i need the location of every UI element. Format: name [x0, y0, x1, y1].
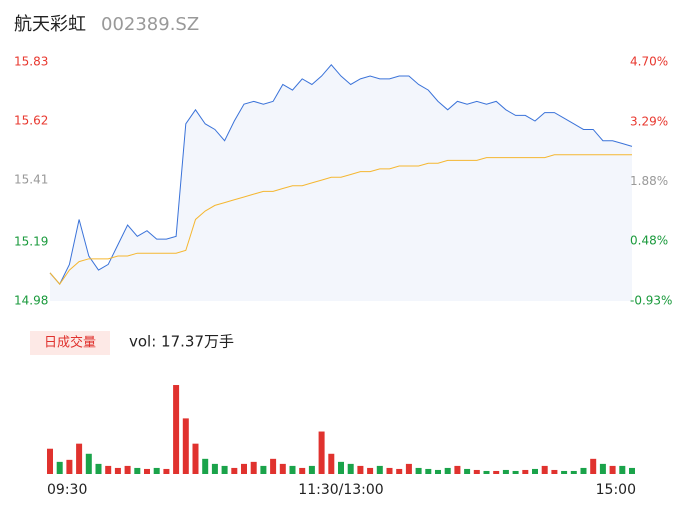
- volume-bar: [328, 453, 335, 474]
- stock-code: 002389.SZ: [101, 14, 199, 35]
- volume-bar: [260, 465, 267, 474]
- volume-bar: [182, 418, 189, 474]
- volume-bar: [512, 470, 519, 474]
- series-line: [49, 154, 632, 285]
- volume-bar: [444, 467, 451, 474]
- volume-bar: [580, 467, 587, 474]
- volume-bar: [202, 458, 209, 474]
- volume-bar: [192, 443, 199, 474]
- price-area: [50, 64, 632, 301]
- legend-label[interactable]: 日成交量: [44, 335, 96, 351]
- volume-bar: [532, 468, 538, 474]
- volume-bar: [270, 458, 277, 474]
- volume-bar: [357, 465, 364, 474]
- volume-bar: [522, 469, 529, 474]
- volume-bar: [551, 469, 558, 474]
- x-tick-label: 15:00: [596, 482, 636, 498]
- volume-bar: [308, 465, 315, 474]
- series-line: [49, 64, 633, 286]
- volume-bar: [163, 468, 170, 474]
- volume-bar: [493, 470, 500, 474]
- volume-bar: [173, 385, 180, 474]
- volume-bar: [619, 465, 626, 474]
- y-tick-label: 15.19: [14, 234, 48, 248]
- volume-bar: [85, 453, 92, 474]
- volume-bar: [502, 469, 509, 474]
- volume-bar: [105, 465, 112, 474]
- volume-bar: [124, 465, 131, 474]
- volume-bar: [561, 470, 568, 474]
- y2-tick-label: 4.70%: [630, 55, 668, 69]
- y2-tick-label: -0.93%: [630, 294, 672, 308]
- chart-title: 航天彩虹: [14, 14, 86, 35]
- volume-bar: [95, 463, 102, 474]
- volume-bar: [435, 469, 441, 474]
- volume-bar: [425, 468, 432, 474]
- volume-bar: [376, 465, 383, 474]
- volume-bar: [338, 461, 344, 474]
- volume-bar: [541, 465, 548, 474]
- volume-bar: [599, 463, 606, 474]
- y2-tick-label: 0.48%: [630, 234, 668, 248]
- volume-bar: [76, 443, 83, 474]
- volume-bar: [454, 465, 461, 474]
- volume-bar: [629, 467, 635, 474]
- volume-bar: [405, 463, 412, 474]
- volume-bar: [386, 467, 393, 474]
- volume-bar: [144, 468, 150, 474]
- volume-bar: [415, 467, 422, 474]
- y2-tick-label: 3.29%: [630, 114, 668, 128]
- volume-bar: [590, 458, 597, 474]
- volume-bar: [318, 431, 325, 474]
- volume-bar: [134, 467, 141, 474]
- volume-bar: [250, 461, 257, 474]
- volume-bar: [47, 448, 53, 474]
- volume-bar: [367, 467, 374, 474]
- volume-bar: [609, 465, 616, 474]
- volume-bar: [396, 468, 403, 474]
- volume-bar: [211, 463, 218, 474]
- volume-bar: [299, 467, 306, 474]
- volume-bar: [153, 467, 160, 474]
- y2-tick-label: 1.88%: [630, 174, 668, 188]
- volume-bar: [464, 468, 471, 474]
- volume-bar: [231, 467, 238, 474]
- volume-bar: [114, 467, 121, 474]
- volume-bar: [473, 469, 480, 474]
- volume-bar: [289, 465, 296, 474]
- volume-bar: [279, 463, 286, 474]
- volume-bar: [221, 465, 228, 474]
- volume-bar: [241, 463, 247, 474]
- y-tick-label: 15.83: [14, 55, 48, 69]
- volume-bar: [66, 459, 73, 474]
- volume-bar: [483, 470, 490, 474]
- legend-box[interactable]: [30, 331, 110, 355]
- volume-bar: [56, 461, 63, 474]
- volume-annotation: vol: 17.37万手: [129, 333, 234, 351]
- volume-bar: [570, 470, 577, 474]
- x-tick-label: 09:30: [47, 482, 87, 498]
- volume-bar: [347, 463, 354, 474]
- y-tick-label: 15.62: [14, 114, 48, 128]
- y-tick-label: 14.98: [14, 294, 48, 308]
- x-tick-label: 11:30/13:00: [298, 482, 383, 498]
- y-tick-label: 15.41: [14, 173, 48, 187]
